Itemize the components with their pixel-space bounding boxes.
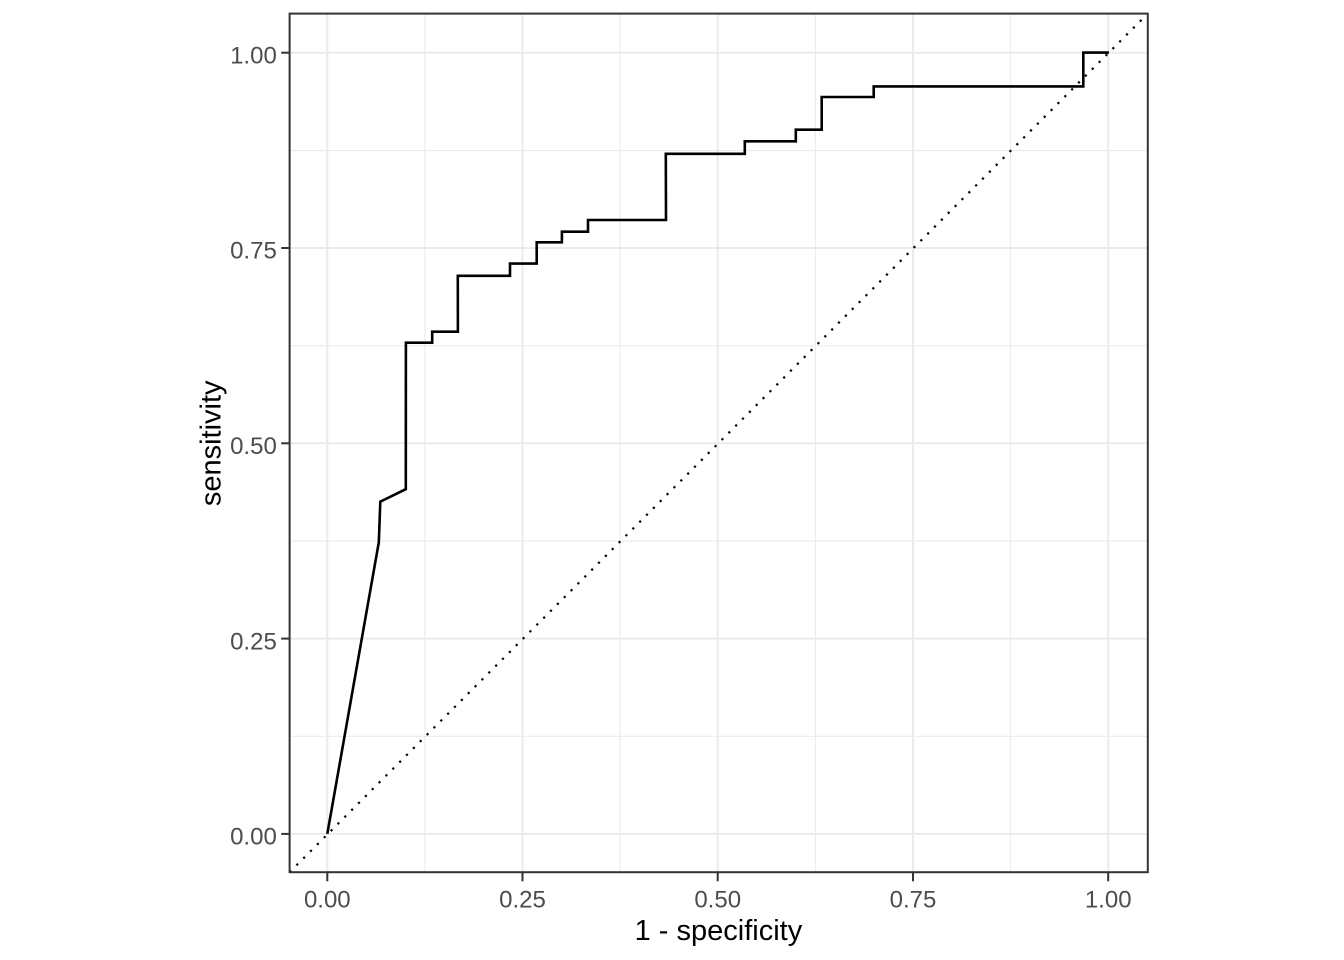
svg-text:1.00: 1.00 (230, 42, 277, 69)
svg-text:sensitivity: sensitivity (195, 380, 227, 506)
svg-text:0.75: 0.75 (230, 238, 277, 265)
svg-text:1 - specificity: 1 - specificity (635, 915, 803, 947)
svg-text:0.50: 0.50 (230, 433, 277, 460)
svg-text:0.25: 0.25 (499, 887, 546, 914)
svg-text:0.00: 0.00 (304, 887, 351, 914)
svg-text:0.25: 0.25 (230, 628, 277, 655)
svg-text:0.75: 0.75 (890, 887, 937, 914)
svg-text:0.50: 0.50 (694, 887, 741, 914)
svg-text:0.00: 0.00 (230, 824, 277, 851)
svg-text:1.00: 1.00 (1085, 887, 1132, 914)
